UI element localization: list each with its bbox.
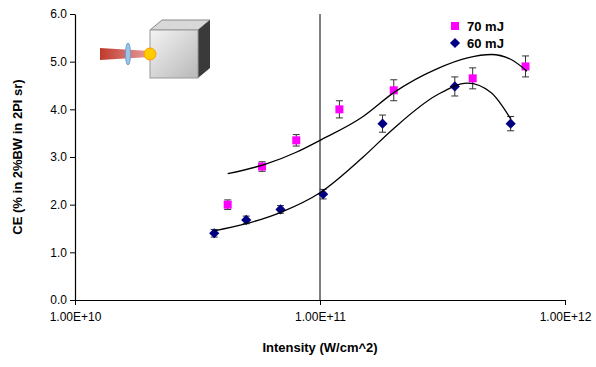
point <box>335 105 343 113</box>
tick-mark <box>70 157 75 158</box>
error-bar <box>336 101 343 118</box>
tick-mark <box>70 300 75 301</box>
legend-marker <box>450 38 460 48</box>
y-axis-title: CE (% in 2%BW in 2PI sr) <box>10 79 25 234</box>
tick: 1.00E+11 <box>295 300 346 324</box>
tick-label: 1.00E+11 <box>295 310 346 324</box>
tick: 2.0 <box>50 198 75 212</box>
tick-mark <box>70 62 75 63</box>
tick-label: 1.00E+10 <box>50 310 102 324</box>
tick-mark <box>70 14 75 15</box>
x-axis-title: Intensity (W/cm^2) <box>262 340 377 355</box>
legend-label: 70 mJ <box>467 19 504 34</box>
series <box>224 56 530 209</box>
tick-label: 2.0 <box>50 198 67 212</box>
point <box>377 119 387 129</box>
tick-label: 4.0 <box>50 103 67 117</box>
legend-marker <box>451 22 459 30</box>
tick-mark <box>70 252 75 253</box>
tick-mark <box>75 300 76 305</box>
x-grid <box>320 14 321 300</box>
error-bar <box>469 68 476 89</box>
fit-line <box>214 83 510 231</box>
tick-label: 1.00E+12 <box>540 310 592 324</box>
error-bar <box>224 200 231 210</box>
tick-mark <box>565 300 566 305</box>
y-axis: 0.0 1.0 2.0 3.0 4.0 5.0 6.0 <box>50 7 75 307</box>
tick-label: 5.0 <box>50 55 67 69</box>
tick-mark <box>70 205 75 206</box>
point <box>292 136 300 144</box>
point <box>224 201 232 209</box>
tick: 0.0 <box>50 293 75 307</box>
fit-line <box>228 55 527 174</box>
tick: 5.0 <box>50 55 75 69</box>
tick: 1.0 <box>50 246 75 260</box>
legend: 70 mJ 60 mJ <box>450 19 504 51</box>
error-bar <box>522 56 529 77</box>
grid-line <box>320 14 321 300</box>
tick: 6.0 <box>50 7 75 21</box>
series <box>209 77 516 238</box>
chart: 1.00E+10 1.00E+11 1.00E+12 0.0 1.0 2.0 3.0 4.0 5… <box>0 0 596 367</box>
tick: 4.0 <box>50 103 75 117</box>
tick-label: 3.0 <box>50 150 67 164</box>
point <box>469 74 477 82</box>
x-axis: 1.00E+10 1.00E+11 1.00E+12 <box>50 300 592 324</box>
error-bar <box>293 135 300 146</box>
tick-label: 0.0 <box>50 293 67 307</box>
tick: 3.0 <box>50 150 75 164</box>
legend-label: 60 mJ <box>467 36 504 51</box>
inset-icon <box>100 20 210 78</box>
plot-area <box>209 55 529 239</box>
tick-label: 1.0 <box>50 246 67 260</box>
tick: 1.00E+12 <box>540 300 592 324</box>
axis-line <box>75 15 76 301</box>
tick-mark <box>320 300 321 305</box>
tick-label: 6.0 <box>50 7 67 21</box>
point <box>506 119 516 129</box>
tick-mark <box>70 109 75 110</box>
